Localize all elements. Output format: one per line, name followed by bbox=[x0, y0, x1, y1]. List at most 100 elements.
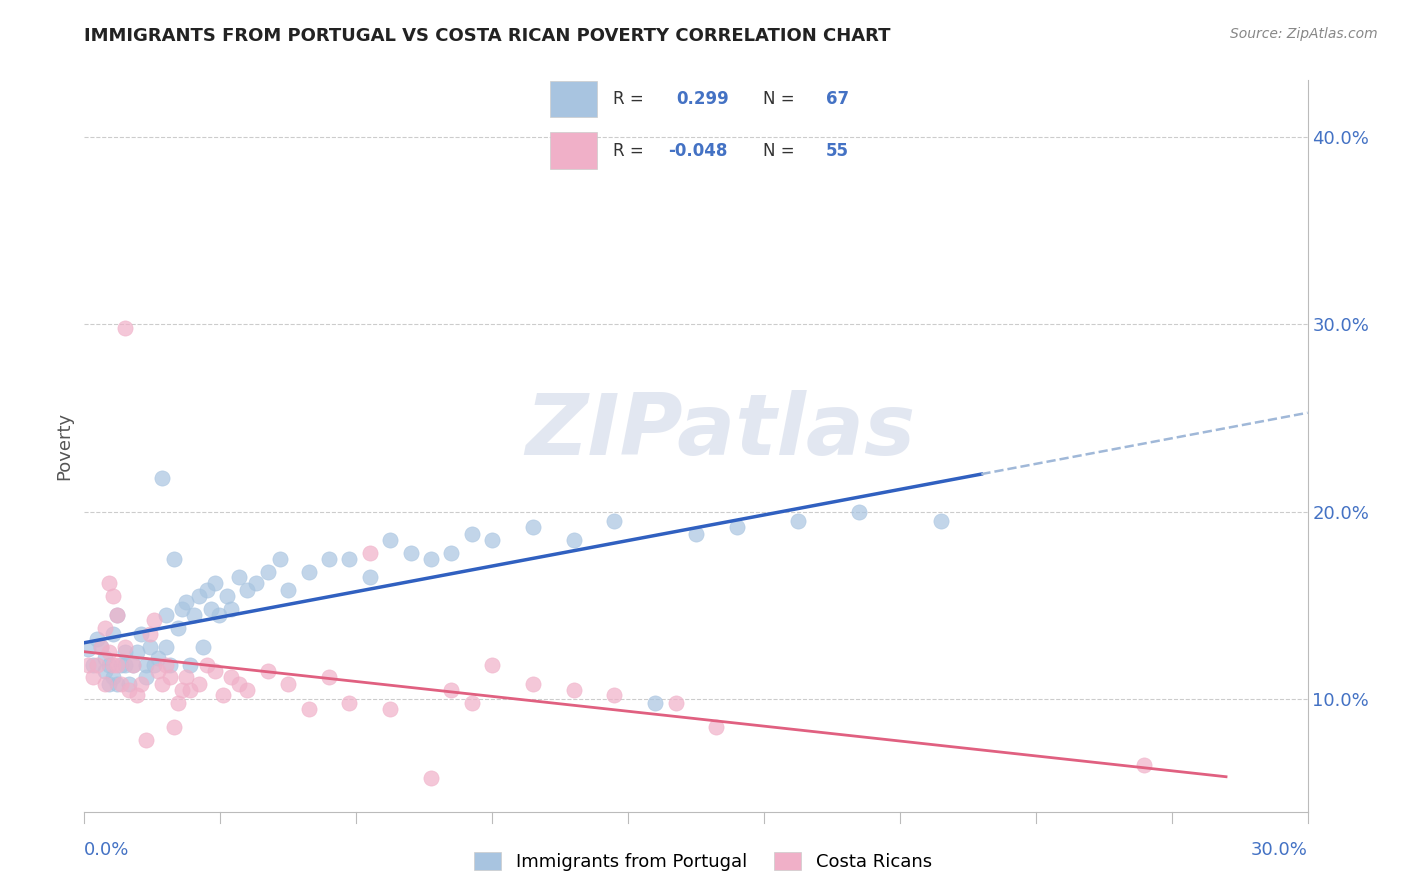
Point bbox=[195, 658, 218, 673]
Point bbox=[277, 677, 299, 691]
Point bbox=[236, 682, 259, 697]
Point bbox=[522, 677, 544, 691]
Point bbox=[245, 575, 267, 590]
Point bbox=[195, 583, 218, 598]
Point bbox=[105, 658, 128, 673]
Point bbox=[339, 551, 360, 566]
Point bbox=[200, 602, 222, 616]
Point bbox=[159, 658, 181, 673]
Point bbox=[82, 658, 104, 673]
Point bbox=[298, 565, 321, 579]
Point bbox=[138, 640, 160, 654]
Point bbox=[174, 595, 197, 609]
Text: N =: N = bbox=[762, 90, 794, 108]
Point bbox=[219, 670, 242, 684]
Point bbox=[131, 626, 153, 640]
Point bbox=[228, 570, 250, 584]
Point bbox=[122, 658, 145, 673]
Point bbox=[163, 551, 186, 566]
Point bbox=[155, 640, 177, 654]
Point bbox=[150, 677, 173, 691]
Point bbox=[179, 682, 201, 697]
Point bbox=[142, 658, 165, 673]
Point bbox=[90, 640, 112, 654]
FancyBboxPatch shape bbox=[550, 81, 598, 118]
Point bbox=[603, 514, 626, 528]
Point bbox=[204, 575, 226, 590]
Text: 0.0%: 0.0% bbox=[84, 841, 129, 859]
Point bbox=[440, 682, 463, 697]
Point bbox=[114, 640, 136, 654]
Text: 55: 55 bbox=[825, 142, 849, 160]
Point bbox=[204, 664, 226, 678]
Text: Source: ZipAtlas.com: Source: ZipAtlas.com bbox=[1230, 27, 1378, 41]
Point bbox=[929, 514, 952, 528]
Point bbox=[208, 607, 231, 622]
Text: ZIPatlas: ZIPatlas bbox=[526, 390, 915, 473]
Point bbox=[97, 658, 120, 673]
Point bbox=[562, 533, 585, 547]
Point bbox=[110, 677, 132, 691]
Point bbox=[97, 575, 120, 590]
Text: IMMIGRANTS FROM PORTUGAL VS COSTA RICAN POVERTY CORRELATION CHART: IMMIGRANTS FROM PORTUGAL VS COSTA RICAN … bbox=[84, 27, 891, 45]
Point bbox=[257, 565, 280, 579]
Point bbox=[269, 551, 291, 566]
Point bbox=[114, 645, 136, 659]
Point bbox=[603, 689, 626, 703]
Point bbox=[685, 527, 707, 541]
Point bbox=[481, 533, 503, 547]
Point bbox=[97, 645, 120, 659]
Point bbox=[339, 696, 360, 710]
Point bbox=[105, 607, 128, 622]
Y-axis label: Poverty: Poverty bbox=[55, 412, 73, 480]
Point bbox=[77, 641, 100, 656]
Point bbox=[399, 546, 422, 560]
Point bbox=[155, 607, 177, 622]
Point bbox=[318, 551, 340, 566]
Point bbox=[127, 689, 149, 703]
Point bbox=[118, 677, 141, 691]
Point bbox=[93, 664, 115, 678]
Point bbox=[172, 682, 194, 697]
Point bbox=[114, 658, 136, 673]
Point bbox=[277, 583, 299, 598]
Text: N =: N = bbox=[762, 142, 794, 160]
Point bbox=[664, 696, 686, 710]
Point bbox=[172, 602, 194, 616]
Point bbox=[174, 670, 197, 684]
Point bbox=[725, 519, 748, 533]
Point bbox=[212, 689, 235, 703]
Point bbox=[135, 670, 157, 684]
Point bbox=[110, 658, 132, 673]
Point bbox=[122, 658, 145, 673]
Point bbox=[105, 607, 128, 622]
FancyBboxPatch shape bbox=[550, 132, 598, 169]
Point bbox=[420, 771, 443, 785]
Point bbox=[380, 533, 402, 547]
Point bbox=[228, 677, 250, 691]
Text: R =: R = bbox=[613, 90, 650, 108]
Point bbox=[187, 677, 209, 691]
Point bbox=[420, 551, 443, 566]
Point bbox=[191, 640, 214, 654]
Point bbox=[704, 720, 728, 734]
Point bbox=[236, 583, 259, 598]
Point bbox=[440, 546, 463, 560]
Legend: Immigrants from Portugal, Costa Ricans: Immigrants from Portugal, Costa Ricans bbox=[467, 845, 939, 879]
Point bbox=[90, 640, 112, 654]
Point bbox=[138, 626, 160, 640]
Point bbox=[644, 696, 666, 710]
Point bbox=[155, 658, 177, 673]
Point bbox=[167, 696, 190, 710]
Point bbox=[93, 677, 115, 691]
Point bbox=[217, 589, 239, 603]
Point bbox=[562, 682, 585, 697]
Point bbox=[159, 670, 181, 684]
Point bbox=[131, 677, 153, 691]
Point bbox=[359, 546, 381, 560]
Point bbox=[359, 570, 381, 584]
Point bbox=[82, 670, 104, 684]
Point bbox=[150, 471, 173, 485]
Point bbox=[142, 614, 165, 628]
Point bbox=[219, 602, 242, 616]
